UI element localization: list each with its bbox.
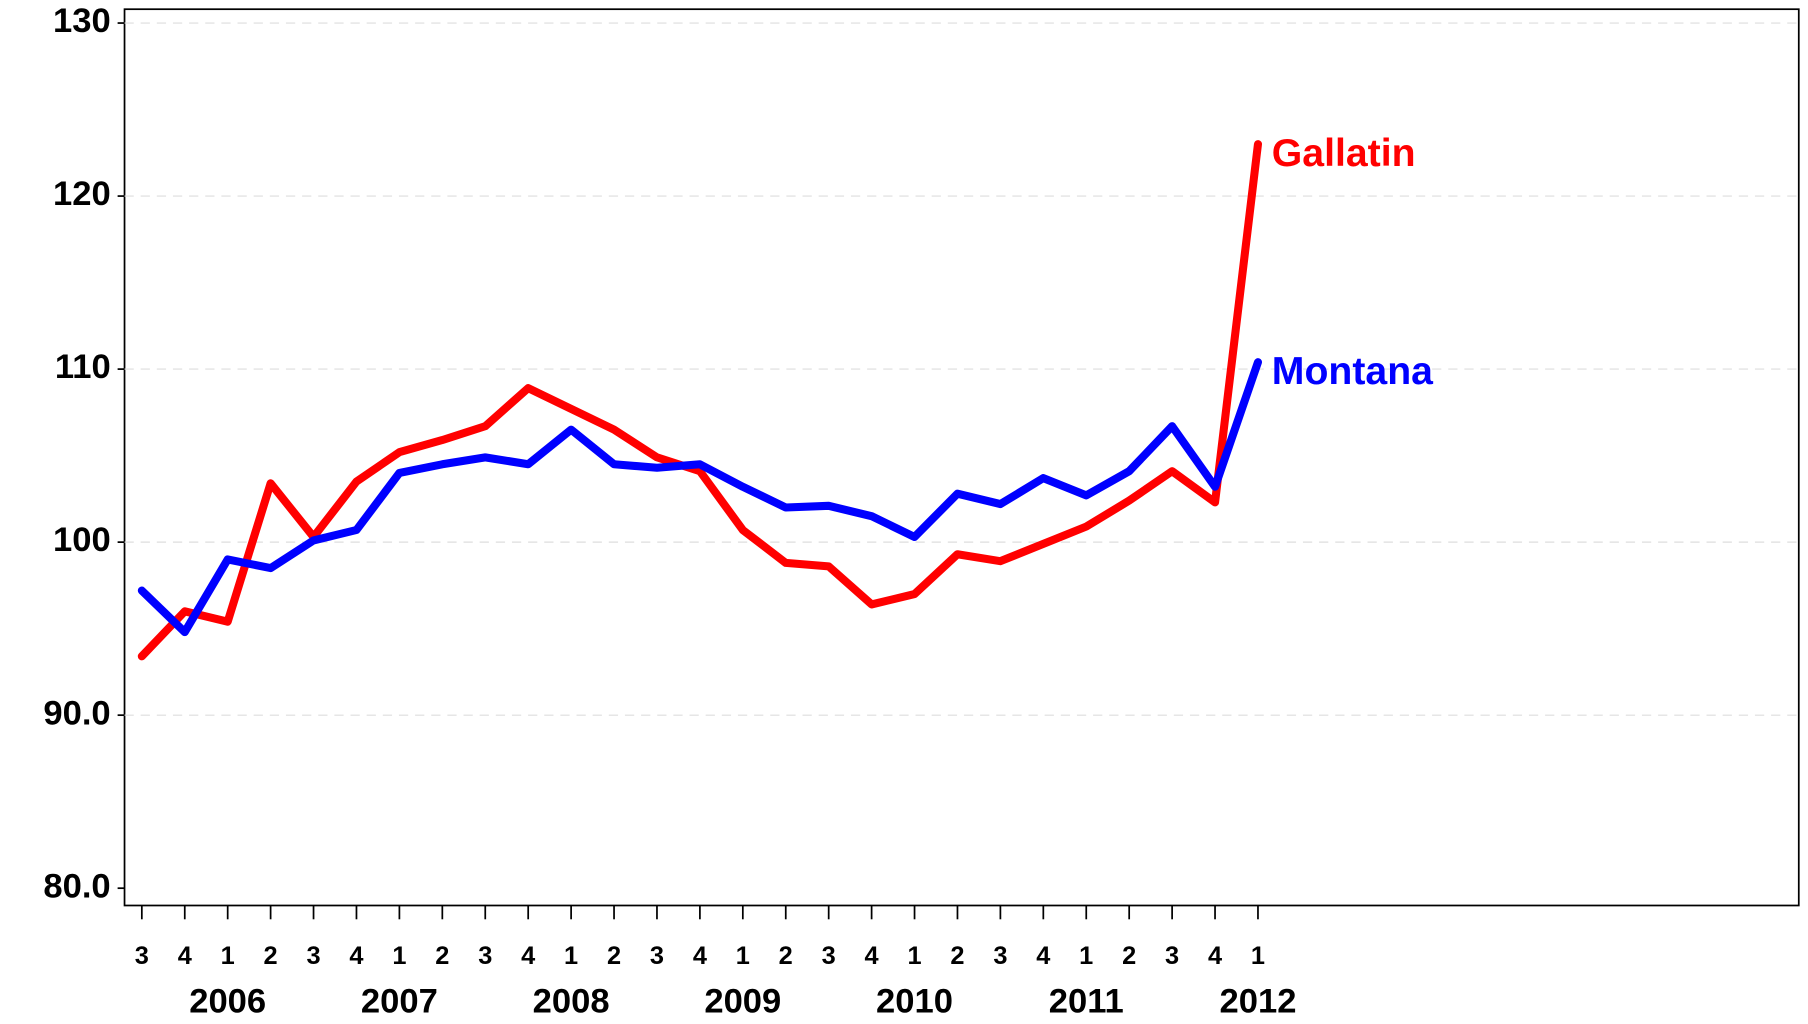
year-label: 2011 xyxy=(1049,982,1124,1020)
year-label: 2010 xyxy=(876,982,953,1020)
x-tick-label: 4 xyxy=(521,942,535,970)
y-tick-label: 90.0 xyxy=(43,694,110,732)
series-label: Montana xyxy=(1272,350,1434,393)
x-tick-label: 3 xyxy=(1165,942,1179,970)
year-label: 2009 xyxy=(704,982,781,1020)
y-tick-label: 130 xyxy=(53,2,111,40)
x-tick-label: 4 xyxy=(1036,942,1050,970)
x-tick-label: 4 xyxy=(178,942,192,970)
y-tick-label: 120 xyxy=(53,175,111,213)
x-tick-label: 2 xyxy=(1122,942,1136,970)
x-tick-label: 2 xyxy=(607,942,621,970)
x-tick-label: 1 xyxy=(1251,942,1265,970)
y-tick-label: 80.0 xyxy=(43,867,110,905)
x-tick-label: 2 xyxy=(264,942,278,970)
series-line xyxy=(137,140,1263,661)
x-tick-label: 3 xyxy=(822,942,836,970)
year-label: 2008 xyxy=(533,982,610,1020)
year-label: 2012 xyxy=(1219,982,1296,1020)
x-tick-label: 3 xyxy=(135,942,149,970)
x-tick-label: 4 xyxy=(1208,942,1222,970)
year-label: 2007 xyxy=(361,982,438,1020)
x-tick-label: 1 xyxy=(564,942,578,970)
x-tick-label: 3 xyxy=(478,942,492,970)
plot-frame xyxy=(123,8,1800,907)
x-tick-label: 1 xyxy=(736,942,750,970)
year-label: 2006 xyxy=(189,982,266,1020)
series-line xyxy=(137,358,1263,637)
y-tick-label: 110 xyxy=(55,348,111,386)
x-tick-label: 1 xyxy=(392,942,406,970)
series-label: Gallatin xyxy=(1272,132,1416,175)
x-tick-label: 1 xyxy=(907,942,921,970)
x-tick-label: 4 xyxy=(693,942,707,970)
x-tick-label: 2 xyxy=(950,942,964,970)
x-tick-label: 3 xyxy=(650,942,664,970)
x-tick-label: 2 xyxy=(435,942,449,970)
x-tick-label: 1 xyxy=(221,942,235,970)
x-tick-label: 4 xyxy=(349,942,363,970)
x-tick-label: 3 xyxy=(306,942,320,970)
y-tick-label: 100 xyxy=(53,521,111,559)
x-tick-label: 4 xyxy=(865,942,879,970)
x-tick-label: 2 xyxy=(779,942,793,970)
x-tick-label: 3 xyxy=(993,942,1007,970)
x-tick-label: 1 xyxy=(1079,942,1093,970)
